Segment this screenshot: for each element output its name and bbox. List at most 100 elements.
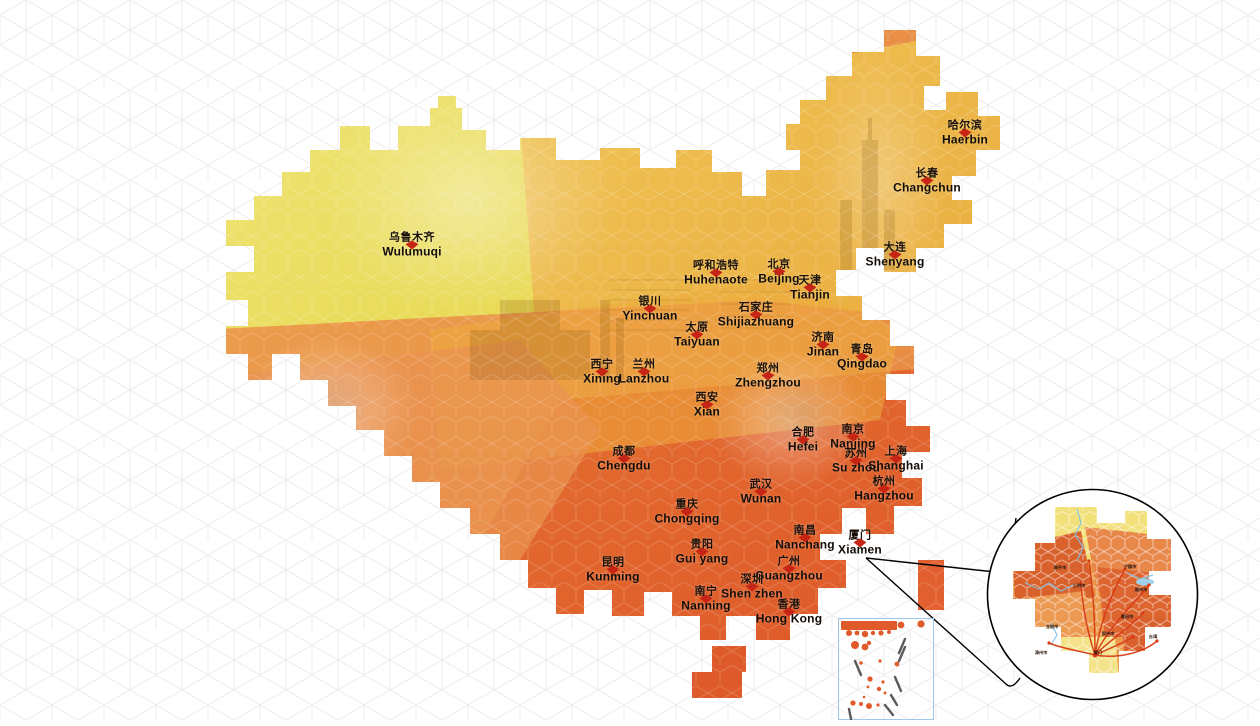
city-name-cn: 青岛 <box>850 343 874 356</box>
city-name-pinyin: Beijing <box>758 271 800 286</box>
sea-inset-islands <box>841 620 925 721</box>
map-pin-icon <box>877 484 891 494</box>
map-pin-icon <box>749 310 763 320</box>
map-pin-icon <box>700 400 714 410</box>
city-name-pinyin: Hefei <box>787 439 819 454</box>
city-name-pinyin: Xian <box>693 404 721 419</box>
city-marker-chengdu[interactable]: 成都 Chengdu <box>597 445 650 472</box>
map-pin-icon <box>745 582 759 592</box>
city-name-cn: 成都 <box>612 445 636 458</box>
city-name-pinyin: Lanzhou <box>618 371 670 386</box>
city-name-cn: 深圳 <box>740 573 764 586</box>
map-pin-icon <box>796 435 810 445</box>
city-name-cn: 大连 <box>883 241 907 254</box>
city-name-pinyin: Gui yang <box>675 551 729 566</box>
taiwan-island <box>918 560 944 610</box>
city-name-pinyin: Yinchuan <box>622 308 678 323</box>
city-name-cn: 太原 <box>685 321 709 334</box>
city-marker-zhengzhou[interactable]: 郑州 Zhengzhou <box>735 362 801 390</box>
city-marker-changchun[interactable]: 长春 Changchun <box>893 167 961 194</box>
fujian-city-label: 厦门 <box>1093 650 1103 655</box>
city-name-cn: 济南 <box>811 331 835 344</box>
city-marker-shanghai[interactable]: 上海 Shanghai <box>868 446 924 472</box>
fujian-detail-map <box>986 488 1199 701</box>
city-name-cn: 呼和浩特 <box>693 259 739 272</box>
city-marker-kunming[interactable]: 昆明 Kunming <box>586 557 640 584</box>
city-name-pinyin: Su zhou <box>831 460 881 475</box>
city-marker-shijiazhuang[interactable]: 石家庄 Shijiazhuang <box>717 302 795 329</box>
city-name-cn: 兰州 <box>632 358 656 371</box>
south-china-sea-inset <box>838 618 934 721</box>
map-pin-icon <box>849 456 863 466</box>
city-marker-xiamen[interactable]: 厦门 Xiamen <box>838 529 882 556</box>
city-marker-nanjing[interactable]: 南京 Nanjing <box>830 423 875 450</box>
city-name-pinyin: Chongqing <box>654 511 720 526</box>
city-marker-jinan[interactable]: 济南 Jinan <box>807 331 839 358</box>
flow-endpoints <box>1047 559 1159 658</box>
city-name-cn: 合肥 <box>791 426 815 439</box>
city-marker-lanzhou[interactable]: 兰州 Lanzhou <box>618 358 670 386</box>
city-marker-guangzhou[interactable]: 广州 Guangzhou <box>755 555 823 583</box>
map-pin-icon <box>888 250 902 260</box>
city-marker-nanchang[interactable]: 南昌 Nanchang <box>775 525 835 551</box>
city-marker-chongqing[interactable]: 重庆 Chongqing <box>654 498 720 526</box>
city-marker-taiyuan[interactable]: 太原 Taiyuan <box>674 321 720 348</box>
map-pin-icon <box>803 283 817 293</box>
fujian-magnifier-inset[interactable]: 南平市 宁德市 三明市 福州市 莆田市 龙岩市 泉州市 台湾 漳州市 厦门 <box>985 487 1200 702</box>
city-marker-huhehaote[interactable]: 呼和浩特 Huhehaote <box>684 259 748 286</box>
city-marker-wulumuqi[interactable]: 乌鲁木齐 Wulumuqi <box>382 232 441 258</box>
city-name-pinyin: Shijiazhuang <box>717 314 795 329</box>
city-name-pinyin: Hangzhou <box>854 488 914 503</box>
city-name-pinyin: Guangzhou <box>755 568 823 583</box>
city-marker-gui-yang[interactable]: 贵阳 Gui yang <box>675 538 729 566</box>
city-name-pinyin: Zhengzhou <box>735 375 801 390</box>
fujian-city-label: 泉州市 <box>1101 631 1115 636</box>
city-marker-yinchuan[interactable]: 银川 Yinchuan <box>622 296 678 323</box>
city-name-pinyin: Haerbin <box>941 132 989 147</box>
map-pin-icon <box>680 507 694 517</box>
city-name-cn: 苏州 <box>844 447 868 460</box>
city-name-pinyin: Kunming <box>586 569 640 584</box>
city-name-cn: 杭州 <box>872 475 896 488</box>
city-name-cn: 重庆 <box>675 498 699 511</box>
city-marker-xian[interactable]: 西安 Xian <box>693 391 721 419</box>
map-pin-icon <box>846 432 860 442</box>
fujian-city-label: 台湾 <box>1148 634 1158 639</box>
city-marker-haerbin[interactable]: 哈尔滨 Haerbin <box>941 120 989 147</box>
city-name-cn: 贵阳 <box>690 538 714 551</box>
city-name-pinyin: Nanning <box>681 598 731 613</box>
city-marker-wuhan[interactable]: 武汉 Wuhan <box>741 479 782 505</box>
map-pin-icon <box>709 268 723 278</box>
city-marker-beijing[interactable]: 北京 Beijing <box>758 258 800 286</box>
map-pin-icon <box>695 547 709 557</box>
city-marker-hefei[interactable]: 合肥 Hefei <box>787 426 819 454</box>
city-name-cn: 北京 <box>767 258 791 271</box>
city-name-cn: 长春 <box>915 167 939 180</box>
fujian-city-label: 三明市 <box>1072 583 1086 588</box>
city-name-cn: 广州 <box>777 555 801 568</box>
city-marker-xining[interactable]: 西宁 Xining <box>583 359 621 385</box>
city-marker-tianjin[interactable]: 天津 Tianjin <box>790 274 830 301</box>
city-name-cn: 南京 <box>841 423 865 436</box>
city-marker-nanning[interactable]: 南宁 Nanning <box>681 586 731 613</box>
map-pin-icon <box>699 594 713 604</box>
flow-arcs <box>1048 560 1158 657</box>
city-marker-hangzhou[interactable]: 杭州 Hangzhou <box>854 475 914 503</box>
fujian-city-label: 漳州市 <box>1034 650 1048 655</box>
city-marker-hong-kong[interactable]: 香港 Hong Kong <box>756 599 822 625</box>
city-marker-shenyang[interactable]: 大连 Shenyang <box>866 241 925 268</box>
city-marker-shen-zhen[interactable]: 深圳 Shen zhen <box>721 573 783 600</box>
city-name-cn: 厦门 <box>848 529 872 542</box>
city-marker-qingdao[interactable]: 青岛 Qingdao <box>837 343 887 370</box>
fujian-city-label: 福州市 <box>1134 587 1148 592</box>
map-pin-icon <box>595 367 609 377</box>
city-name-cn: 郑州 <box>756 362 780 375</box>
city-name-cn: 天津 <box>798 274 822 287</box>
city-marker-su-zhou[interactable]: 苏州 Su zhou <box>831 447 881 475</box>
map-pin-icon <box>754 487 768 497</box>
city-name-cn: 西安 <box>695 391 719 404</box>
map-pin-icon <box>606 565 620 575</box>
map-pin-icon <box>816 340 830 350</box>
map-pin-icon <box>798 533 812 543</box>
